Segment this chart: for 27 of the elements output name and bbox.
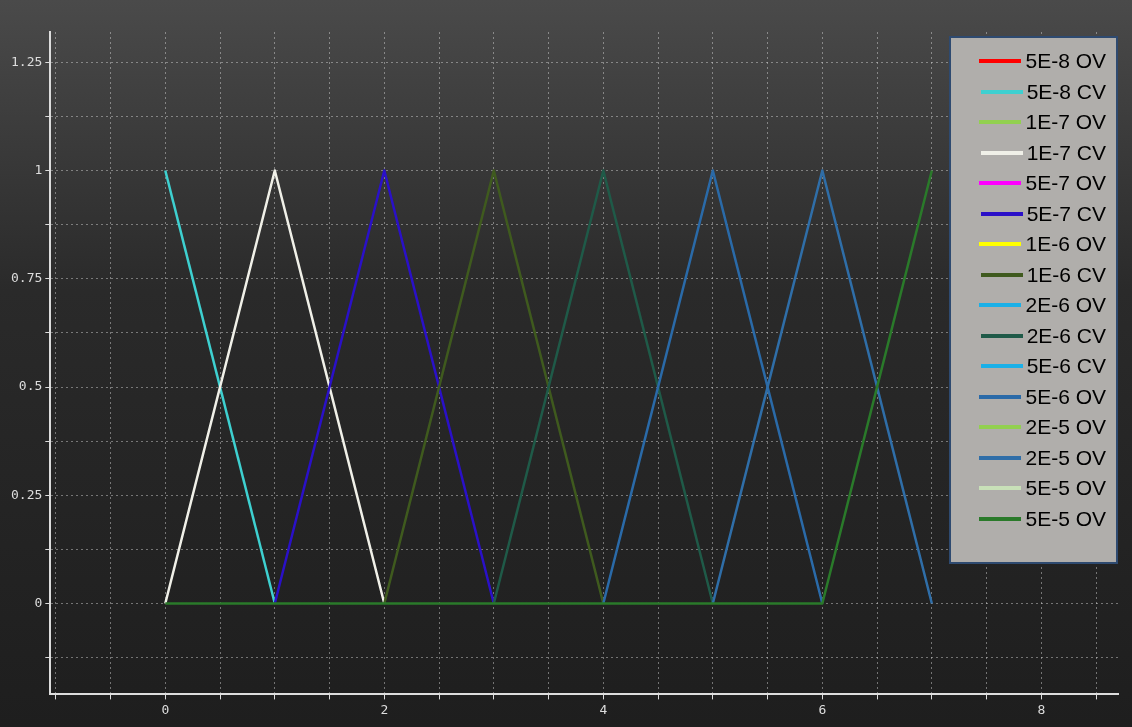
legend-label: 1E-7 CV [1026,140,1106,165]
legend-label: 5E-8 OV [1025,49,1106,74]
x-tick-label: 2 [380,701,389,717]
y-tick-label: 1 [34,161,43,177]
legend-label: 5E-7 OV [1025,171,1106,196]
legend-label: 2E-5 OV [1025,415,1106,440]
legend-label: 1E-7 OV [1025,110,1106,135]
x-tick-label: 6 [818,701,827,717]
legend-label: 5E-6 OV [1025,384,1106,409]
y-tick-label: 0.75 [10,270,43,286]
legend-label: 5E-5 OV [1025,506,1106,531]
x-tick-label: 0 [161,701,170,717]
y-tick-label: 0.5 [18,378,43,394]
y-tick-label: 0.25 [10,486,43,502]
legend-label: 2E-6 OV [1025,293,1106,318]
legend-label: 5E-8 CV [1026,79,1106,104]
legend-label: 2E-6 CV [1026,323,1106,348]
legend-label: 5E-6 CV [1026,354,1106,379]
x-tick-label: 8 [1037,701,1046,717]
legend-label: 1E-6 OV [1025,232,1106,257]
y-tick-label: 0 [34,594,43,610]
legend-label: 5E-7 CV [1026,201,1106,226]
x-tick-label: 4 [599,701,608,717]
legend-label: 2E-5 OV [1025,445,1106,470]
legend-label: 5E-5 OV [1025,476,1106,501]
legend-label: 1E-6 CV [1026,262,1106,287]
y-tick-label: 1.25 [10,53,43,69]
